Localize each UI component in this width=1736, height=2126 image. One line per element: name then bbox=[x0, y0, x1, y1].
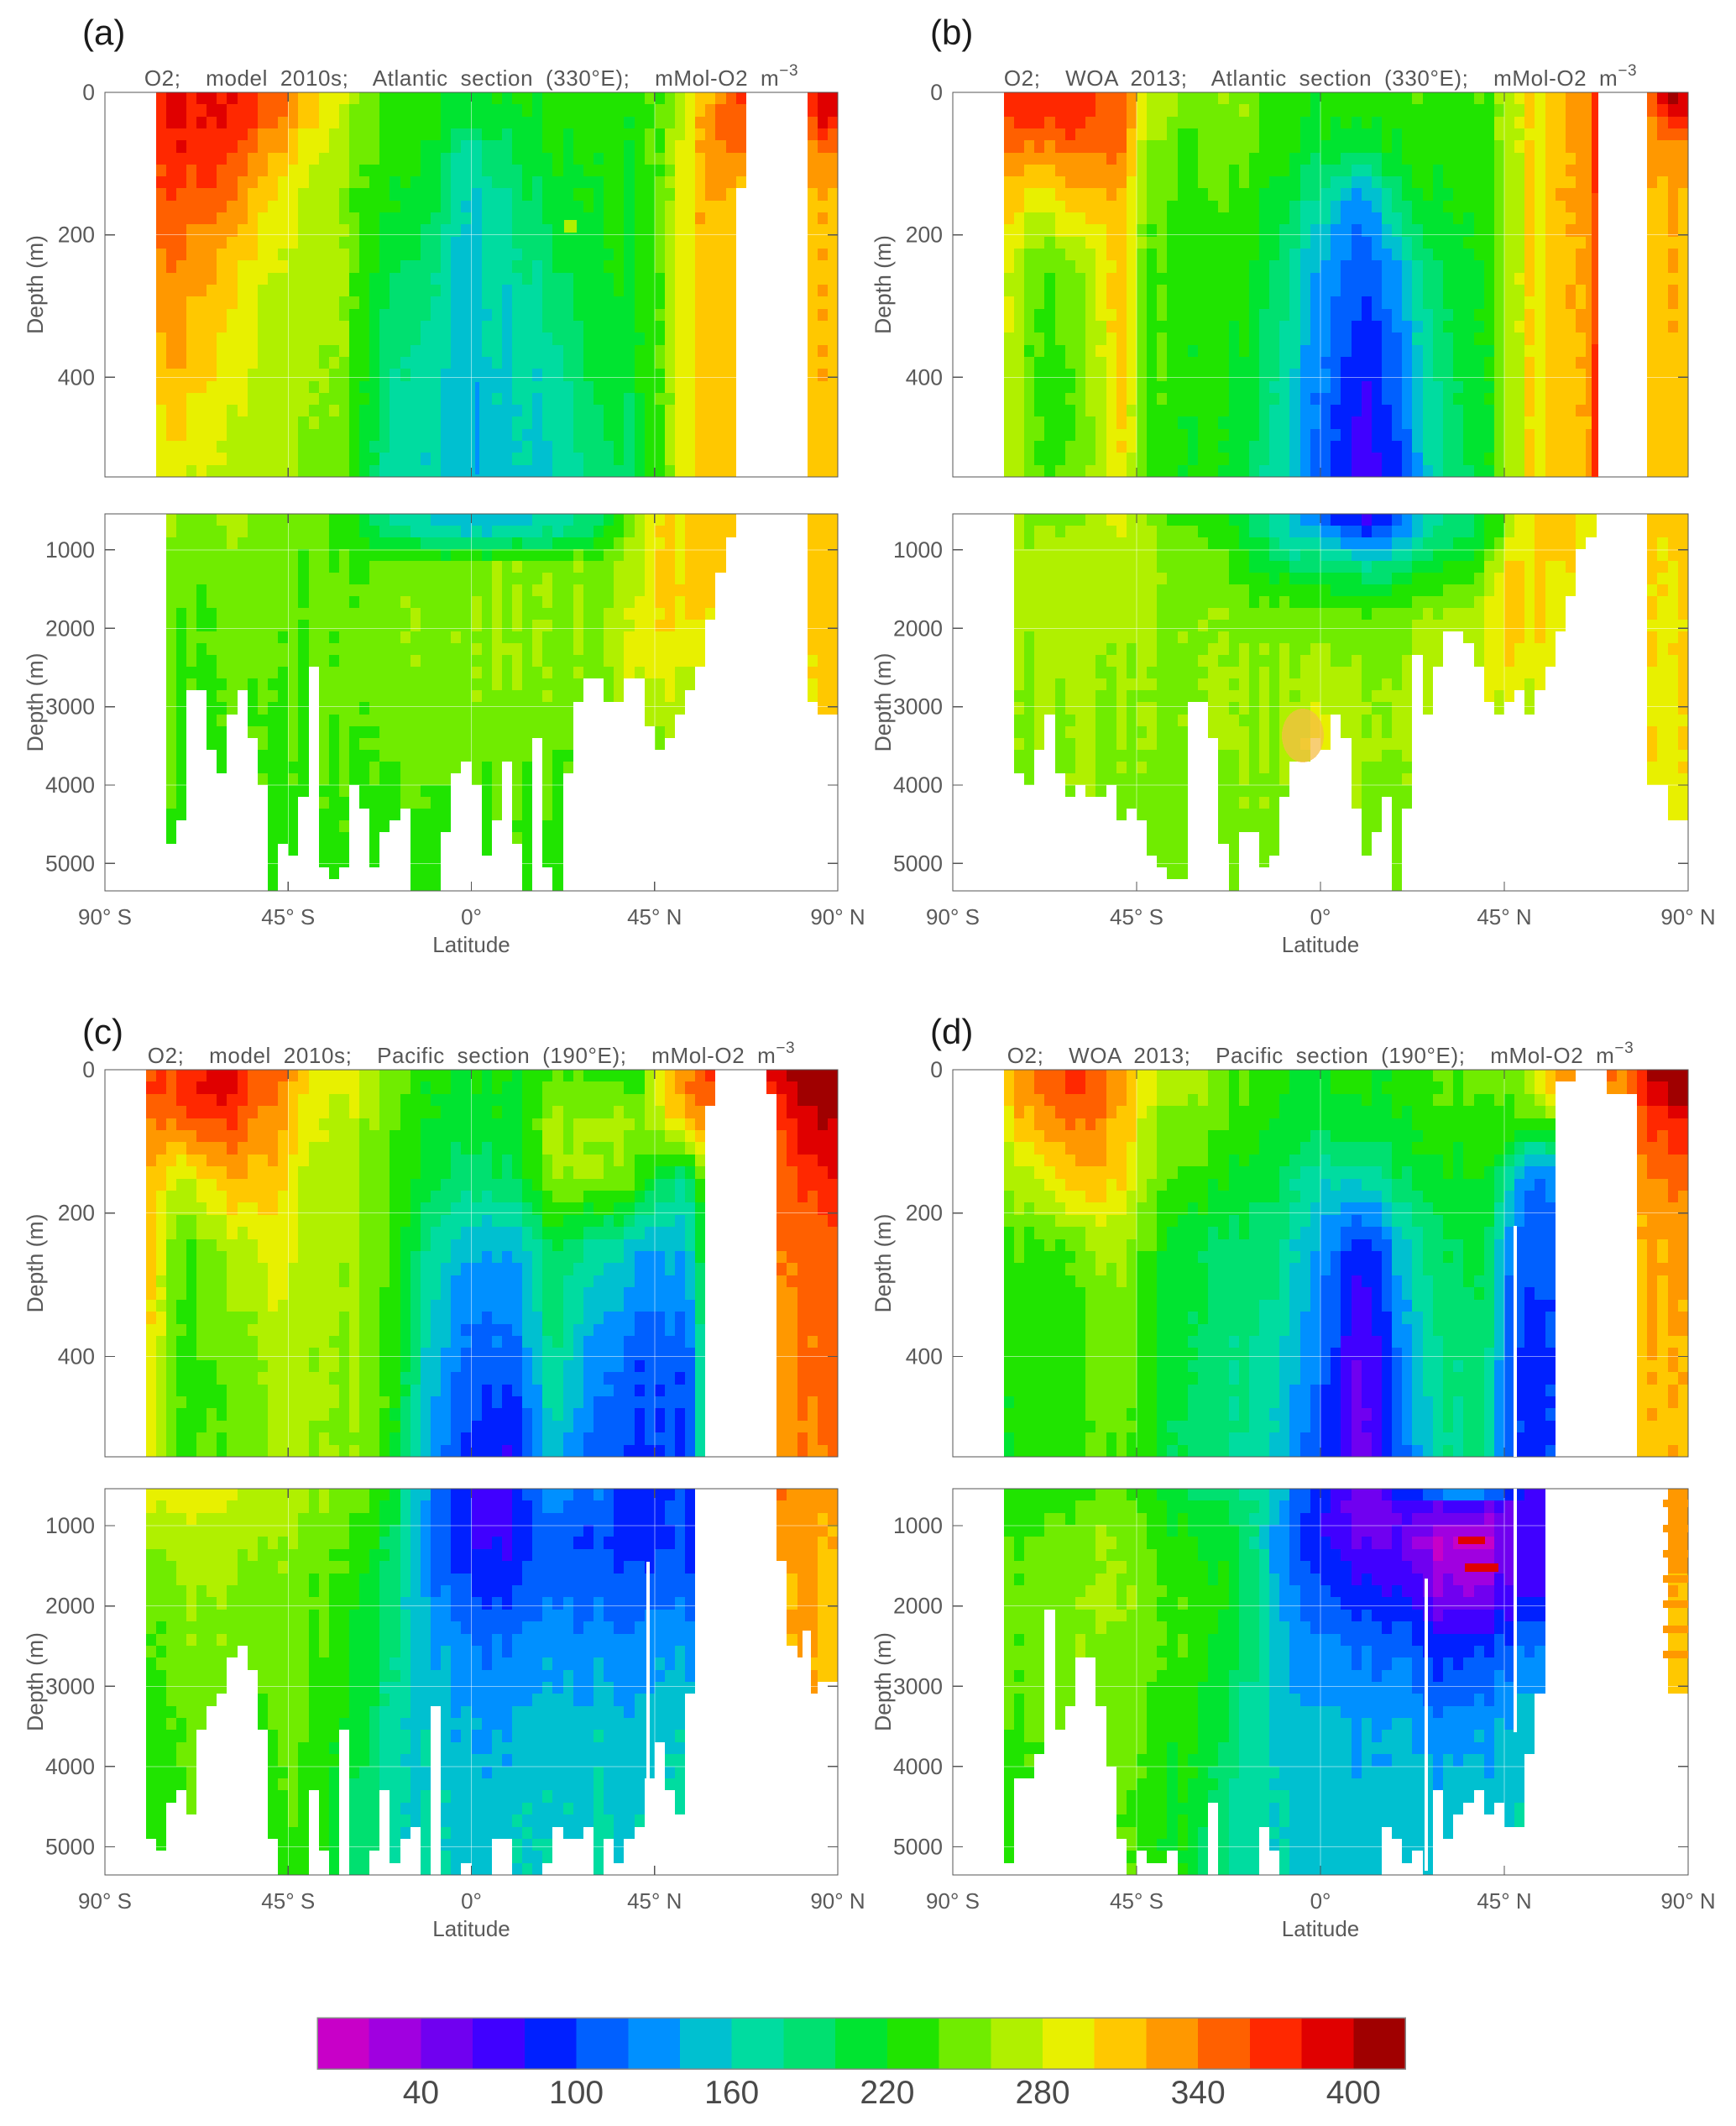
svg-text:3000: 3000 bbox=[45, 1673, 95, 1699]
svg-text:90° N: 90° N bbox=[810, 904, 865, 929]
svg-text:(b): (b) bbox=[930, 13, 973, 52]
svg-text:5000: 5000 bbox=[893, 851, 943, 876]
svg-text:45° S: 45° S bbox=[1110, 904, 1163, 929]
svg-text:1000: 1000 bbox=[45, 537, 95, 563]
svg-text:45° S: 45° S bbox=[261, 904, 315, 929]
svg-text:3000: 3000 bbox=[45, 694, 95, 720]
svg-text:400: 400 bbox=[58, 364, 95, 390]
svg-text:45° N: 45° N bbox=[627, 1888, 682, 1914]
svg-text:90° S: 90° S bbox=[78, 1888, 132, 1914]
svg-text:O2; model 2010s; Pacific sec: O2; model 2010s; Pacific section (190°E)… bbox=[148, 1039, 795, 1068]
svg-text:(a): (a) bbox=[82, 13, 125, 52]
svg-text:90° N: 90° N bbox=[810, 1888, 865, 1914]
svg-text:3000: 3000 bbox=[893, 694, 943, 720]
svg-text:0°: 0° bbox=[461, 1888, 482, 1914]
svg-text:4000: 4000 bbox=[893, 772, 943, 798]
svg-text:45° N: 45° N bbox=[1477, 904, 1531, 929]
svg-text:200: 200 bbox=[58, 1201, 95, 1226]
svg-text:1000: 1000 bbox=[893, 537, 943, 563]
svg-text:O2; WOA 2013; Atlantic secti: O2; WOA 2013; Atlantic section (330°E); … bbox=[1004, 62, 1637, 91]
svg-text:0: 0 bbox=[82, 80, 95, 105]
svg-text:5000: 5000 bbox=[45, 1835, 95, 1860]
svg-text:200: 200 bbox=[906, 223, 943, 248]
svg-text:0°: 0° bbox=[461, 904, 482, 929]
svg-text:Depth (m): Depth (m) bbox=[871, 653, 896, 752]
svg-text:Depth (m): Depth (m) bbox=[23, 235, 48, 334]
svg-text:(c): (c) bbox=[82, 1012, 123, 1051]
svg-text:0°: 0° bbox=[1310, 904, 1331, 929]
svg-text:90° S: 90° S bbox=[926, 904, 980, 929]
svg-text:400: 400 bbox=[58, 1343, 95, 1369]
svg-text:2000: 2000 bbox=[893, 615, 943, 641]
svg-text:Depth (m): Depth (m) bbox=[23, 1632, 48, 1731]
svg-text:45° N: 45° N bbox=[627, 904, 682, 929]
svg-text:Depth (m): Depth (m) bbox=[871, 235, 896, 334]
svg-text:90° S: 90° S bbox=[78, 904, 132, 929]
svg-text:4000: 4000 bbox=[45, 1754, 95, 1779]
svg-text:0: 0 bbox=[930, 80, 943, 105]
svg-text:400: 400 bbox=[906, 364, 943, 390]
svg-text:200: 200 bbox=[58, 223, 95, 248]
svg-text:Latitude: Latitude bbox=[432, 1916, 510, 1941]
svg-text:45° S: 45° S bbox=[261, 1888, 315, 1914]
svg-text:5000: 5000 bbox=[45, 851, 95, 876]
svg-text:Latitude: Latitude bbox=[432, 932, 510, 957]
svg-text:Depth (m): Depth (m) bbox=[23, 653, 48, 752]
svg-text:2000: 2000 bbox=[45, 1594, 95, 1619]
svg-text:4000: 4000 bbox=[45, 772, 95, 798]
svg-text:Depth (m): Depth (m) bbox=[23, 1214, 48, 1313]
svg-text:O2; model 2010s; Atlantic se: O2; model 2010s; Atlantic section (330°E… bbox=[144, 62, 798, 91]
svg-text:90° N: 90° N bbox=[1660, 904, 1715, 929]
svg-text:0: 0 bbox=[82, 1057, 95, 1082]
svg-text:1000: 1000 bbox=[45, 1513, 95, 1538]
svg-text:Latitude: Latitude bbox=[1282, 932, 1360, 957]
svg-text:2000: 2000 bbox=[45, 615, 95, 641]
